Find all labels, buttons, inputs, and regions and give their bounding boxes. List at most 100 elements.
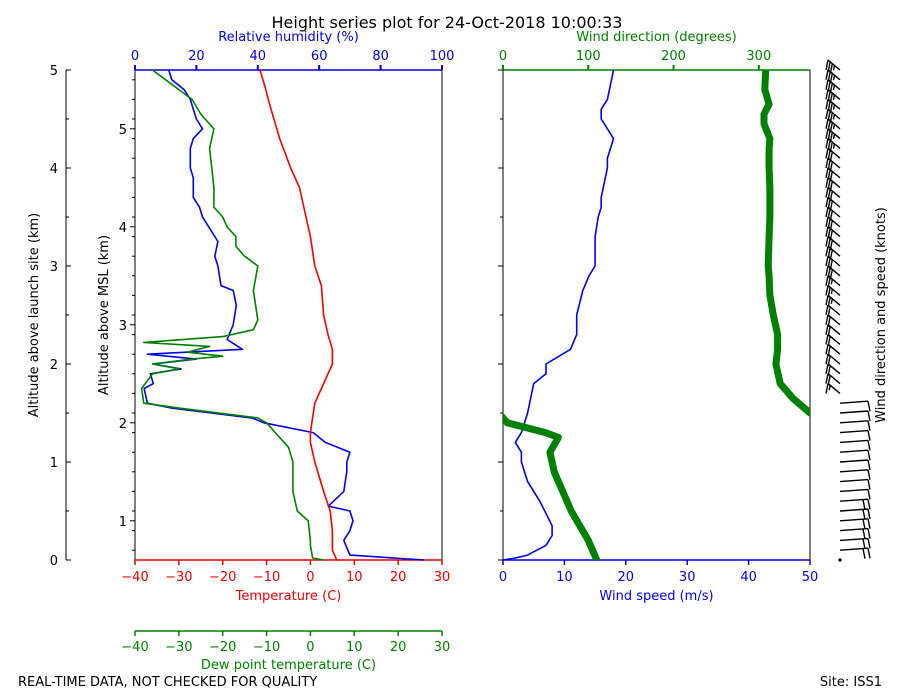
wind-speed-tick-label: 0 xyxy=(499,570,507,585)
wind-barb-flag xyxy=(827,345,831,357)
wind-speed-tick-label: 20 xyxy=(618,570,635,585)
wind-barb-staff xyxy=(827,265,841,277)
outer-altitude-tick-label: 0 xyxy=(50,554,58,569)
dewpoint-axis-label: Dew point temperature (C) xyxy=(201,658,376,673)
wind-barb-flag xyxy=(867,489,871,500)
wind-barb xyxy=(825,69,841,84)
wind-barb-flag xyxy=(827,326,831,337)
wind-barb-flag xyxy=(830,279,834,285)
wind-barb-flag xyxy=(829,151,834,162)
wind-direction-line xyxy=(760,70,810,417)
humidity-tick-label: 20 xyxy=(188,49,205,64)
wind-barb xyxy=(839,410,871,422)
humidity-tick-label: 100 xyxy=(430,49,455,64)
wind-barb-flag xyxy=(829,259,834,270)
wind-barb-staff xyxy=(827,147,841,159)
wind-speed-tick-label: 50 xyxy=(802,570,819,585)
dewpoint-tick-label: −30 xyxy=(165,640,192,655)
humidity-tick-label: 40 xyxy=(250,49,267,64)
outer-altitude-tick-label: 5 xyxy=(50,64,58,79)
wind-barb xyxy=(825,177,841,192)
wind-barb-staff xyxy=(827,216,841,228)
wind-barb-flag xyxy=(867,538,871,549)
wind-barb-flag xyxy=(829,190,834,202)
thermo-frame xyxy=(134,69,443,561)
wind-barb-flag xyxy=(829,249,834,260)
wind-barb-flag xyxy=(827,365,831,376)
wind-barb-flag xyxy=(867,450,871,461)
wind-barb xyxy=(825,226,841,241)
dewpoint-tick-label: 30 xyxy=(434,640,451,655)
wind-barb-flag xyxy=(829,171,834,182)
wind-barb-staff xyxy=(827,353,841,365)
wind-barb-flag xyxy=(830,288,834,295)
wind-barb-staff xyxy=(839,400,869,404)
wind-barb xyxy=(825,245,841,260)
wind-barb-panel: Wind direction and speed (knots) xyxy=(825,59,889,562)
wind-barb-staff xyxy=(839,410,869,414)
wind-barb-flag xyxy=(829,200,834,211)
wind-barb-flag xyxy=(832,94,836,100)
wind-barb xyxy=(839,478,871,490)
wind-barb-flag xyxy=(862,538,866,549)
wind-barb-flag xyxy=(829,269,834,280)
wind-direction-axis-label: Wind direction (degrees) xyxy=(576,30,736,45)
wind-speed-tick-label: 30 xyxy=(679,570,696,585)
wind-barb-flag xyxy=(829,239,834,251)
msl-altitude-axis-label: Altitude above MSL (km) xyxy=(97,235,112,395)
wind-barb xyxy=(825,206,841,221)
wind-barb-flag xyxy=(867,548,871,559)
wind-barb xyxy=(825,196,841,211)
wind-barb-staff xyxy=(827,304,841,316)
wind-barb-staff xyxy=(827,177,841,189)
wind-barb xyxy=(825,88,841,104)
wind-barb-flag xyxy=(832,84,836,91)
temperature-tick-label: −30 xyxy=(165,570,192,585)
wind-barb xyxy=(825,167,841,182)
temperature-tick-label: −40 xyxy=(121,570,148,585)
wind-barb-flag xyxy=(829,230,834,241)
wind-barb-flag xyxy=(829,220,834,231)
wind-barb-flag xyxy=(825,59,829,71)
wind-direction-tick-label: 0 xyxy=(499,49,507,64)
wind-barb-flag xyxy=(862,528,866,540)
wind-barb xyxy=(825,59,841,74)
wind-barb-flag xyxy=(867,508,871,520)
wind-barb-flag xyxy=(827,375,831,386)
wind-barb-staff xyxy=(839,420,869,424)
wind-barb-flag xyxy=(867,518,871,529)
wind-barb-flag xyxy=(829,83,834,94)
humidity-tick-label: 60 xyxy=(311,49,328,64)
wind-barb-flag xyxy=(867,420,871,431)
wind-frame xyxy=(502,69,811,561)
wind-barb-staff xyxy=(827,137,841,149)
wind-barb-staff xyxy=(827,343,841,355)
temperature-line xyxy=(259,69,338,561)
wind-barb xyxy=(825,98,841,113)
dewpoint-tick-label: −10 xyxy=(253,640,280,655)
wind-barb xyxy=(839,518,871,530)
wind-barb xyxy=(839,508,871,520)
wind-barb-flag xyxy=(867,440,871,451)
wind-barb-staff xyxy=(839,449,869,453)
wind-barb xyxy=(825,79,841,94)
wind-barb-flag xyxy=(829,161,834,172)
wind-barb-flag xyxy=(827,355,831,366)
wind-barb xyxy=(825,186,841,202)
dewpoint-line xyxy=(140,69,325,561)
wind-barb-staff xyxy=(827,128,841,140)
msl-altitude-tick-label: 4 xyxy=(119,221,127,236)
msl-altitude-tick-label: 3 xyxy=(119,319,127,334)
wind-barb-staff xyxy=(827,157,841,169)
wind-barb-staff xyxy=(839,488,869,493)
dewpoint-tick-label: −40 xyxy=(121,640,148,655)
dewpoint-tick-label: 20 xyxy=(390,640,407,655)
wind-barb-staff xyxy=(827,294,841,306)
humidity-tick-label: 80 xyxy=(372,49,389,64)
wind-barb-staff xyxy=(839,478,869,483)
wind-barb xyxy=(838,558,842,562)
wind-direction-line xyxy=(503,412,601,560)
wind-barb xyxy=(839,537,871,549)
wind-barb-flag xyxy=(867,410,871,422)
wind-barb-flag xyxy=(829,181,834,192)
